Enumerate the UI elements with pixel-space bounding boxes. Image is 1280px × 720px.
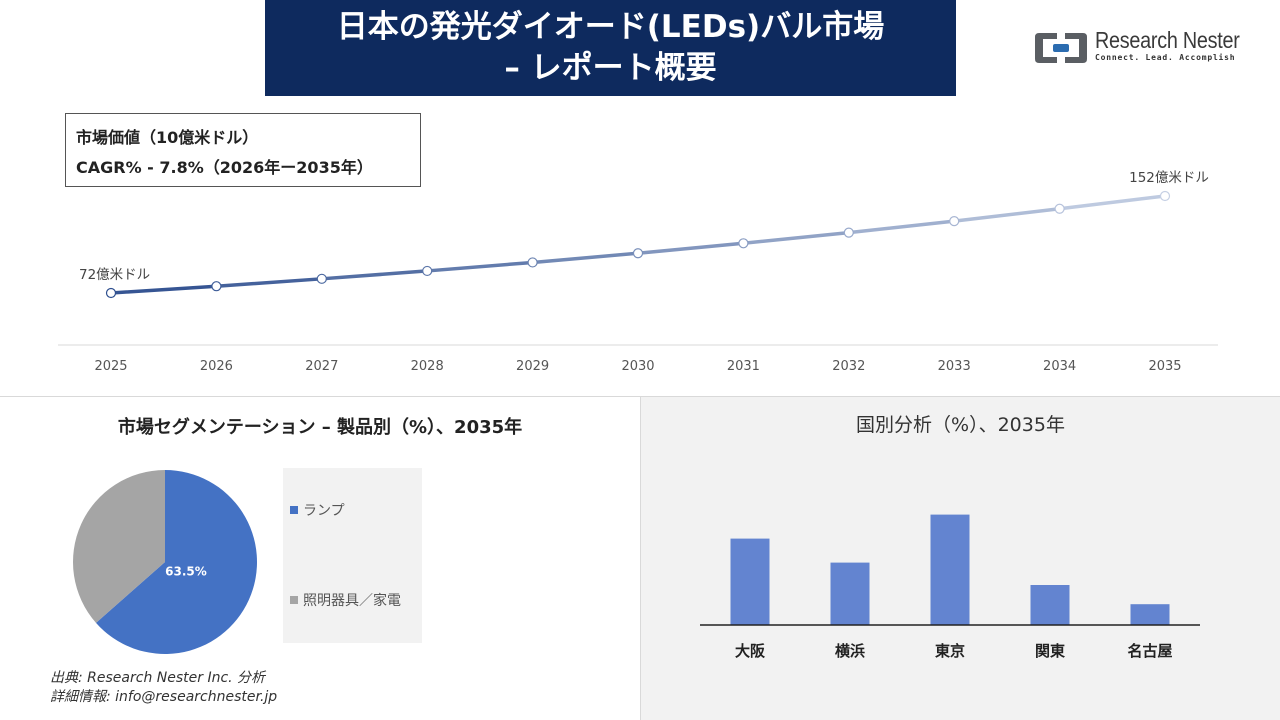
bar [730,538,770,625]
line-segment [109,284,219,295]
x-tick-label: 2029 [516,359,549,374]
line-segment [1057,194,1167,211]
data-point [211,281,222,292]
line-segment [741,230,851,246]
report-title-line1: 日本の発光ダイオード(LEDs)バル市場 [336,9,885,45]
x-tick-label: 関東 [1035,642,1065,660]
line-segment [952,206,1062,223]
pie-value-label: 63.5% [165,564,207,578]
bar [830,562,870,625]
x-tick-label: 名古屋 [1127,642,1172,660]
line-segment [847,219,956,235]
legend-swatch-lamp [290,506,298,514]
data-point [422,265,433,277]
source-line: 出典: Research Nester Inc. 分析 [50,670,266,686]
data-point [843,227,854,238]
region-panel-title: 国別分析（%）、2035年 [856,414,1065,436]
legend-label-fixture: 照明器具／家電 [303,593,401,609]
x-tick-label: 2031 [727,359,760,374]
line-segment [214,277,324,288]
report-title-banner: 日本の発光ダイオード(LEDs)バル市場 – レポート概要 [265,0,956,96]
market-info-box: 市場価値（10億米ドル） CAGR% - 7.8%（2026年ー2035年） [65,113,421,187]
data-point [738,238,749,249]
logo-mark-icon [1035,33,1087,63]
line-segment [530,251,640,265]
line-segment [425,260,535,273]
line-segment [636,241,746,255]
x-tick-label: 横浜 [835,642,865,660]
legend-item-lamp: ランプ [290,500,345,520]
data-label: 152億米ドル [1129,170,1209,186]
logo-name: Research Nester [1095,27,1240,53]
bar [1130,604,1170,625]
x-tick-label: 2028 [411,359,444,374]
cagr-label: CAGR% - 7.8%（2026年ー2035年） [76,158,373,177]
logo-tagline: Connect. Lead. Accomplish [1095,53,1236,62]
horizontal-divider [0,396,1280,397]
market-value-line-chart: 2025 2026 2027 2028 2029 2030 2031 2032 2033 2034… [58,170,1218,374]
x-tick-label: 2034 [1043,359,1076,374]
data-point [949,215,960,227]
data-point [316,273,327,284]
line-segment [320,269,429,281]
market-value-label: 市場価値（10億米ドル） [76,128,259,147]
data-point [527,257,538,268]
x-tick-label: 2030 [621,359,654,374]
data-label: 72億米ドル [79,267,150,283]
data-point [1054,203,1065,214]
legend-item-fixture: 照明器具／家電 [290,590,401,610]
pie-slice [95,470,257,654]
region-bar-chart: 大阪 横浜 東京 関東 名古屋 [700,514,1200,660]
pie-slice [72,470,165,623]
legend-swatch-fixture [290,596,298,604]
vertical-divider [640,397,641,720]
x-tick-label: 2027 [305,359,338,374]
report-title-line2: – レポート概要 [504,50,717,86]
x-tick-label: 2035 [1148,359,1181,374]
x-tick-label: 2025 [94,359,127,374]
data-point [105,287,117,299]
bar [930,514,970,625]
data-point [1159,190,1171,202]
contact-line: 詳細情報: info@researchnester.jp [50,689,278,705]
source-note: 出典: Research Nester Inc. 分析 詳細情報: info@r… [50,669,277,707]
bar [1030,585,1070,625]
x-tick-label: 大阪 [735,642,766,660]
pie-legend: ランプ 照明器具／家電 [283,468,422,643]
x-tick-label: 2033 [938,359,971,374]
x-tick-label: 2026 [200,359,233,374]
x-tick-label: 2032 [832,359,865,374]
research-nester-logo: Research Nester Connect. Lead. Accomplis… [1033,28,1253,68]
segment-panel-title: 市場セグメンテーション – 製品別（%）、2035年 [117,417,523,438]
x-tick-label: 東京 [935,642,965,660]
legend-label-lamp: ランプ [303,503,345,519]
product-segment-pie-chart: 63.5% [72,470,257,654]
data-point [632,248,644,259]
